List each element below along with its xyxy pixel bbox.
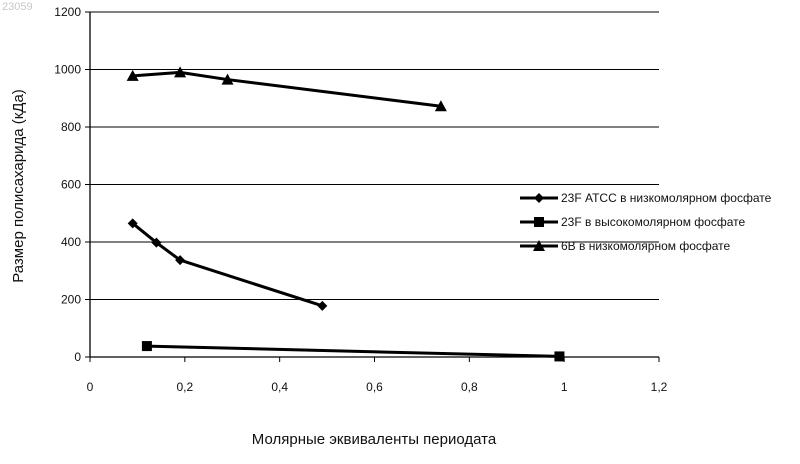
series-square <box>142 341 565 361</box>
y-tick-label: 600 <box>61 178 81 192</box>
axes <box>85 12 659 362</box>
x-tick-label: 1,2 <box>651 380 668 394</box>
legend-label: 6B в низкомолярном фосфате <box>561 239 731 253</box>
x-tick-label: 1 <box>561 380 568 394</box>
series-triangle <box>127 66 447 111</box>
x-tick-label: 0,6 <box>366 380 383 394</box>
series-line <box>147 346 560 356</box>
y-tick-label: 0 <box>74 350 81 364</box>
y-tick-label: 1000 <box>54 63 81 77</box>
series-line <box>133 72 441 106</box>
data-point-square <box>554 351 564 361</box>
legend-label: 23F АТСС в низкомолярном фосфате <box>561 191 772 205</box>
legend-marker-square <box>534 217 544 227</box>
legend: 23F АТСС в низкомолярном фосфате 23F в вы… <box>520 191 772 253</box>
y-tick-label: 400 <box>61 235 81 249</box>
series <box>127 66 565 361</box>
x-tick-label: 0,8 <box>461 380 478 394</box>
data-point-square <box>142 341 152 351</box>
x-tick-label: 0,4 <box>271 380 288 394</box>
x-axis-title: Молярные эквиваленты периодата <box>252 431 497 448</box>
legend-entry: 23F в высокомолярном фосфате <box>520 215 745 229</box>
y-tick-label: 1200 <box>54 5 81 19</box>
y-tick-label: 800 <box>61 120 81 134</box>
series-diamond <box>128 218 328 311</box>
legend-marker-diamond <box>534 193 544 203</box>
y-tick-label: 200 <box>61 293 81 307</box>
series-line <box>133 223 323 306</box>
data-point-diamond <box>317 301 327 311</box>
legend-label: 23F в высокомолярном фосфате <box>561 215 745 229</box>
y-axis-title: Размер полисахарида (кДа) <box>10 89 27 283</box>
x-tick-label: 0,2 <box>176 380 193 394</box>
x-tick-label: 0 <box>87 380 94 394</box>
legend-entry: 6B в низкомолярном фосфате <box>520 239 731 253</box>
legend-entry: 23F АТСС в низкомолярном фосфате <box>520 191 772 205</box>
